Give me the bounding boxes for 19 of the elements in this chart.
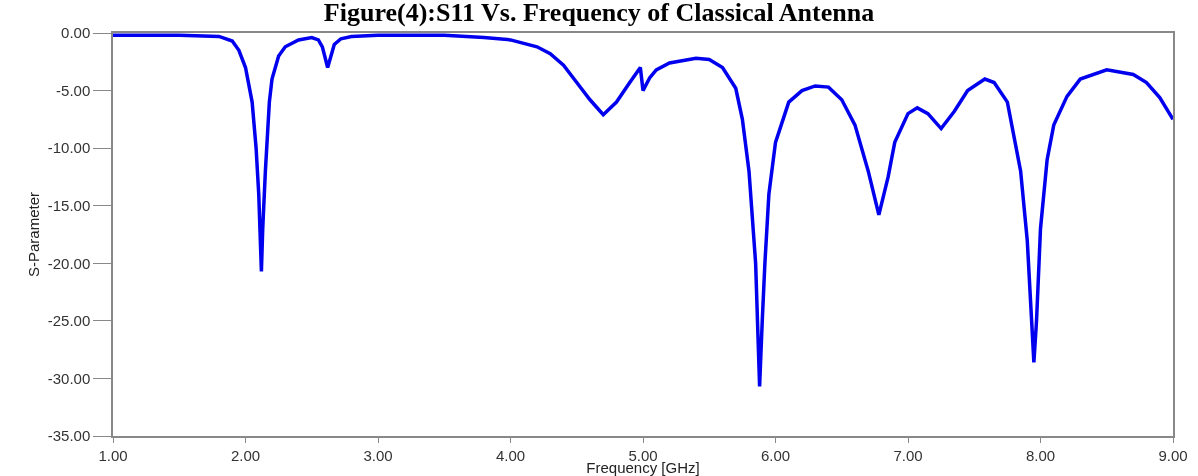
y-tick-label: -30.00 [47, 369, 91, 387]
x-tick-label: 6.00 [760, 446, 791, 464]
x-tick-label: 9.00 [1158, 446, 1188, 464]
x-tick-label: 7.00 [893, 446, 923, 464]
y-tick-label: 0.00 [61, 24, 91, 42]
x-tick-label: 2.00 [230, 446, 261, 464]
y-tick-label: -5.00 [56, 81, 91, 99]
y-tick-label: -10.00 [47, 139, 91, 157]
x-tick-label: 3.00 [363, 446, 393, 464]
x-tick-label: 4.00 [495, 446, 526, 464]
x-tick-label: 1.00 [98, 446, 128, 464]
y-tick-label: -20.00 [47, 254, 91, 272]
y-tick-label: -25.00 [47, 312, 91, 330]
y-axis-title: S-Parameter [25, 191, 43, 278]
x-tick-label: 8.00 [1025, 446, 1056, 464]
chart-title: Figure(4):S11 Vs. Frequency of Classical Antenna [323, 0, 875, 27]
y-tick-label: -15.00 [47, 196, 91, 214]
x-tick-label: 5.00 [628, 446, 658, 464]
y-tick-label: -35.00 [47, 427, 91, 445]
